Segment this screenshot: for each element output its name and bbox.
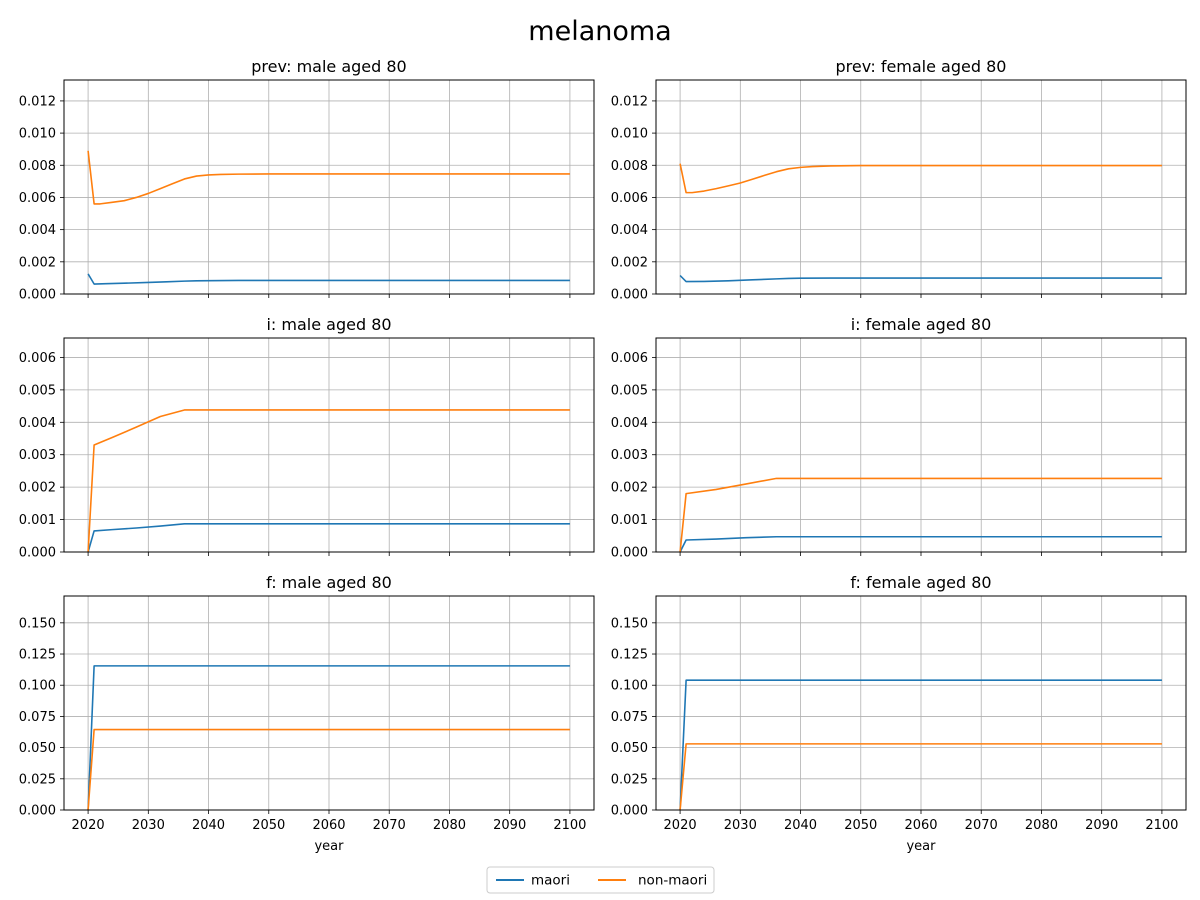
series-line-maori — [87, 273, 570, 285]
x-tick-label: 2030 — [132, 818, 165, 833]
y-tick-label: 0.005 — [611, 383, 648, 398]
y-tick-label: 0.001 — [19, 513, 56, 528]
subplot-prev-male-aged-80: 0.000 0.002 0.004 0.006 0.008 0.010 0.012 prev:… — [19, 57, 595, 303]
y-tick-label: 0.003 — [611, 448, 648, 463]
y-tick-label: 0.000 — [19, 288, 56, 303]
x-tick-label: 2070 — [965, 818, 998, 833]
y-tick-label: 0.100 — [19, 679, 56, 694]
series-line-maori — [87, 665, 570, 811]
x-tick-label: 2030 — [724, 818, 757, 833]
x-tick-label: 2070 — [373, 818, 406, 833]
series-line-non-maori — [679, 477, 1162, 553]
series-line-maori — [679, 535, 1162, 553]
x-tick-label: 2080 — [433, 818, 466, 833]
y-tick-label: 0.000 — [611, 546, 648, 561]
x-axis-label: year — [906, 839, 936, 854]
legend-label-maori: maori — [531, 873, 570, 889]
x-tick-label: 2060 — [312, 818, 345, 833]
y-tick-label: 0.000 — [611, 804, 648, 819]
y-tick-label: 0.004 — [611, 223, 648, 238]
subplot-i-male-aged-80: 0.000 0.001 0.002 0.003 0.004 0.005 0.006 i: ma… — [19, 315, 595, 561]
y-tick-label: 0.125 — [19, 648, 56, 663]
x-tick-label: 2100 — [553, 818, 586, 833]
subplot-title: prev: male aged 80 — [251, 57, 406, 76]
x-tick-label: 2020 — [72, 818, 105, 833]
y-tick-label: 0.003 — [19, 448, 56, 463]
y-tick-label: 0.050 — [19, 741, 56, 756]
subplot-grid: 0.000 0.002 0.004 0.006 0.008 0.010 0.012 prev:… — [19, 57, 1187, 854]
subplot-f-female-aged-80: 2020 2030 2040 2050 2060 2070 2080 2090 2100 0.00… — [611, 573, 1187, 854]
y-tick-label: 0.008 — [19, 159, 56, 174]
y-tick-label: 0.010 — [611, 127, 648, 142]
figure-title: melanoma — [528, 16, 671, 47]
subplot-f-male-aged-80: 2020 2030 2040 2050 2060 2070 2080 2090 2100 0.00… — [19, 573, 595, 854]
x-tick-label: 2100 — [1145, 818, 1178, 833]
y-tick-label: 0.006 — [19, 191, 56, 206]
y-tick-label: 0.006 — [611, 351, 648, 366]
subplot-title: i: female aged 80 — [851, 315, 992, 334]
y-tick-label: 0.025 — [611, 772, 648, 787]
y-tick-label: 0.010 — [19, 127, 56, 142]
y-tick-label: 0.150 — [19, 616, 56, 631]
y-tick-label: 0.004 — [19, 223, 56, 238]
x-tick-label: 2050 — [252, 818, 285, 833]
x-tick-label: 2090 — [493, 818, 526, 833]
subplot-title: f: female aged 80 — [850, 573, 991, 592]
x-tick-label: 2050 — [844, 818, 877, 833]
y-tick-label: 0.004 — [19, 416, 56, 431]
series-line-non-maori — [679, 743, 1162, 811]
subplot-title: i: male aged 80 — [266, 315, 391, 334]
y-tick-label: 0.006 — [19, 351, 56, 366]
y-tick-label: 0.001 — [611, 513, 648, 528]
y-tick-label: 0.050 — [611, 741, 648, 756]
y-tick-label: 0.002 — [19, 481, 56, 496]
x-tick-label: 2040 — [784, 818, 817, 833]
y-tick-label: 0.100 — [611, 679, 648, 694]
subplot-title: prev: female aged 80 — [836, 57, 1007, 76]
legend-label-non-maori: non-maori — [638, 873, 707, 889]
y-tick-label: 0.008 — [611, 159, 648, 174]
x-tick-label: 2090 — [1085, 818, 1118, 833]
legend: maori non-maori — [486, 866, 715, 894]
series-line-maori — [679, 679, 1162, 811]
y-tick-label: 0.000 — [19, 804, 56, 819]
x-tick-label: 2040 — [192, 818, 225, 833]
y-tick-label: 0.004 — [611, 416, 648, 431]
y-tick-label: 0.000 — [19, 546, 56, 561]
y-tick-label: 0.075 — [19, 710, 56, 725]
y-tick-label: 0.006 — [611, 191, 648, 206]
y-tick-label: 0.025 — [19, 772, 56, 787]
x-axis-label: year — [314, 839, 344, 854]
series-line-non-maori — [679, 163, 1162, 194]
series-line-non-maori — [87, 409, 570, 553]
subplot-prev-female-aged-80: 0.000 0.002 0.004 0.006 0.008 0.010 0.012 prev:… — [611, 57, 1187, 303]
subplot-i-female-aged-80: 0.000 0.001 0.002 0.003 0.004 0.005 0.006 i: fe… — [611, 315, 1187, 561]
y-tick-label: 0.002 — [19, 255, 56, 270]
series-line-maori — [679, 274, 1162, 283]
x-tick-label: 2060 — [904, 818, 937, 833]
y-tick-label: 0.012 — [611, 94, 648, 109]
x-tick-label: 2020 — [664, 818, 697, 833]
series-line-non-maori — [87, 150, 570, 205]
y-tick-label: 0.005 — [19, 383, 56, 398]
series-line-non-maori — [87, 728, 570, 811]
y-tick-label: 0.150 — [611, 616, 648, 631]
y-tick-label: 0.000 — [611, 288, 648, 303]
y-tick-label: 0.002 — [611, 481, 648, 496]
y-tick-label: 0.125 — [611, 648, 648, 663]
y-tick-label: 0.075 — [611, 710, 648, 725]
y-tick-label: 0.002 — [611, 255, 648, 270]
y-tick-label: 0.012 — [19, 94, 56, 109]
x-tick-label: 2080 — [1025, 818, 1058, 833]
series-line-maori — [87, 522, 570, 553]
subplot-title: f: male aged 80 — [266, 573, 392, 592]
